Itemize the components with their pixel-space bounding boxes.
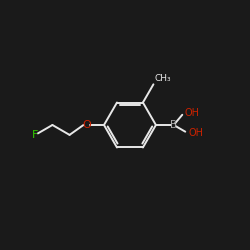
Text: CH₃: CH₃ [155,74,171,83]
Text: O: O [82,120,91,130]
Text: F: F [32,130,38,140]
Text: OH: OH [185,108,200,118]
Text: B: B [170,120,177,130]
Text: OH: OH [188,128,203,138]
